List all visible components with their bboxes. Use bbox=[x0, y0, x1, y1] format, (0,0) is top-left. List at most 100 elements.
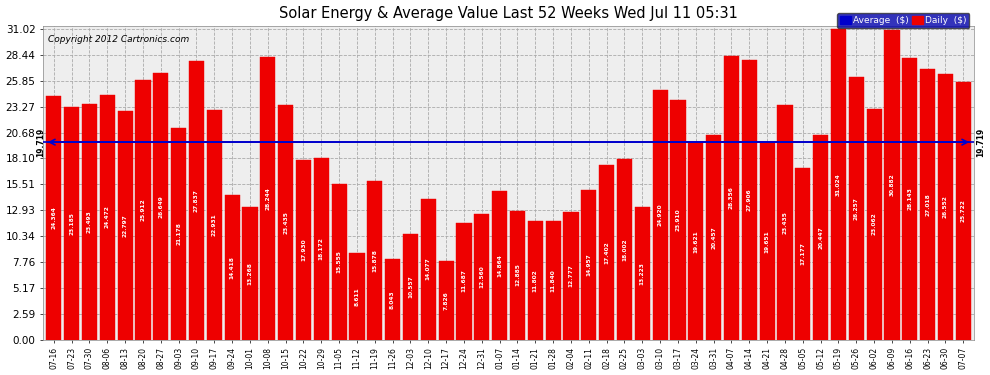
Bar bbox=[118, 111, 133, 339]
Text: 11.802: 11.802 bbox=[533, 269, 538, 292]
Title: Solar Energy & Average Value Last 52 Weeks Wed Jul 11 05:31: Solar Energy & Average Value Last 52 Wee… bbox=[279, 6, 738, 21]
Text: 19.719: 19.719 bbox=[36, 128, 45, 157]
Bar bbox=[439, 261, 453, 339]
Text: 15.555: 15.555 bbox=[337, 250, 342, 273]
Bar bbox=[492, 191, 507, 339]
Text: 8.043: 8.043 bbox=[390, 290, 395, 309]
Bar bbox=[510, 210, 525, 339]
Bar bbox=[296, 160, 311, 339]
Text: 23.493: 23.493 bbox=[87, 211, 92, 233]
Text: 25.722: 25.722 bbox=[960, 200, 966, 222]
Bar bbox=[866, 109, 882, 339]
Text: 23.910: 23.910 bbox=[675, 209, 680, 231]
Text: 30.882: 30.882 bbox=[889, 174, 894, 196]
Text: 28.356: 28.356 bbox=[729, 186, 734, 209]
Text: 27.906: 27.906 bbox=[746, 189, 751, 211]
Bar bbox=[189, 61, 204, 339]
Text: 24.920: 24.920 bbox=[657, 204, 662, 226]
Text: 14.418: 14.418 bbox=[230, 256, 235, 279]
Text: 26.649: 26.649 bbox=[158, 195, 163, 217]
Text: 20.447: 20.447 bbox=[818, 226, 823, 249]
Bar bbox=[64, 107, 79, 339]
Text: 22.931: 22.931 bbox=[212, 213, 217, 236]
Text: 24.472: 24.472 bbox=[105, 206, 110, 228]
Bar bbox=[581, 190, 596, 339]
Text: 15.878: 15.878 bbox=[372, 249, 377, 272]
Text: 14.077: 14.077 bbox=[426, 258, 431, 280]
Bar bbox=[207, 110, 222, 339]
Bar bbox=[349, 254, 364, 339]
Bar bbox=[47, 96, 61, 339]
Text: 24.364: 24.364 bbox=[51, 206, 56, 229]
Text: 25.912: 25.912 bbox=[141, 198, 146, 221]
Bar bbox=[421, 199, 436, 339]
Text: 17.402: 17.402 bbox=[604, 241, 609, 264]
Bar bbox=[617, 159, 632, 339]
Text: 14.864: 14.864 bbox=[497, 254, 502, 277]
Text: 27.837: 27.837 bbox=[194, 189, 199, 211]
Bar bbox=[688, 143, 703, 339]
Text: 23.435: 23.435 bbox=[782, 211, 787, 234]
Bar bbox=[100, 94, 115, 339]
Text: 18.172: 18.172 bbox=[319, 237, 324, 260]
Bar bbox=[545, 221, 560, 339]
Bar bbox=[367, 181, 382, 339]
Text: 12.560: 12.560 bbox=[479, 265, 484, 288]
Bar bbox=[474, 214, 489, 339]
Text: 31.024: 31.024 bbox=[836, 173, 841, 196]
Bar bbox=[902, 58, 918, 339]
Bar bbox=[831, 29, 846, 339]
Text: 28.244: 28.244 bbox=[265, 187, 270, 210]
Text: Copyright 2012 Cartronics.com: Copyright 2012 Cartronics.com bbox=[48, 35, 189, 44]
Text: 13.223: 13.223 bbox=[640, 262, 644, 285]
Bar bbox=[171, 128, 186, 339]
Text: 14.957: 14.957 bbox=[586, 253, 591, 276]
Text: 8.611: 8.611 bbox=[354, 287, 359, 306]
Bar bbox=[920, 69, 936, 339]
Text: 19.651: 19.651 bbox=[764, 230, 769, 252]
Bar bbox=[243, 207, 257, 339]
Text: 28.143: 28.143 bbox=[907, 187, 912, 210]
Bar bbox=[938, 74, 953, 339]
Bar bbox=[225, 195, 240, 339]
Text: 11.840: 11.840 bbox=[550, 269, 555, 292]
Bar bbox=[955, 82, 971, 339]
Text: 21.178: 21.178 bbox=[176, 222, 181, 245]
Bar bbox=[884, 30, 900, 339]
Text: 18.002: 18.002 bbox=[622, 238, 627, 261]
Text: 22.797: 22.797 bbox=[123, 214, 128, 237]
Bar bbox=[403, 234, 418, 339]
Bar bbox=[260, 57, 275, 339]
Bar bbox=[635, 207, 649, 339]
Bar bbox=[795, 168, 811, 339]
Bar bbox=[136, 80, 150, 339]
Bar bbox=[456, 222, 471, 339]
Bar bbox=[385, 259, 400, 339]
Text: 27.018: 27.018 bbox=[925, 193, 931, 216]
Text: 26.552: 26.552 bbox=[942, 195, 948, 218]
Bar bbox=[528, 221, 543, 339]
Bar bbox=[82, 104, 97, 339]
Bar bbox=[563, 211, 578, 339]
Bar bbox=[278, 105, 293, 339]
Text: 20.457: 20.457 bbox=[711, 226, 716, 249]
Text: 13.268: 13.268 bbox=[248, 262, 252, 285]
Text: 26.257: 26.257 bbox=[853, 196, 858, 219]
Bar bbox=[759, 143, 775, 339]
Text: 23.435: 23.435 bbox=[283, 211, 288, 234]
Bar bbox=[777, 105, 793, 339]
Bar bbox=[314, 158, 329, 339]
Text: 23.185: 23.185 bbox=[69, 212, 74, 235]
Bar bbox=[813, 135, 829, 339]
Text: 7.826: 7.826 bbox=[444, 291, 448, 310]
Bar bbox=[332, 184, 346, 339]
Bar bbox=[848, 76, 864, 339]
Text: 12.885: 12.885 bbox=[515, 264, 520, 286]
Bar bbox=[670, 100, 685, 339]
Text: 23.062: 23.062 bbox=[871, 213, 876, 236]
Bar bbox=[742, 60, 756, 339]
Text: 11.687: 11.687 bbox=[461, 270, 466, 292]
Text: 17.177: 17.177 bbox=[800, 242, 805, 265]
Text: 17.930: 17.930 bbox=[301, 238, 306, 261]
Bar bbox=[153, 73, 168, 339]
